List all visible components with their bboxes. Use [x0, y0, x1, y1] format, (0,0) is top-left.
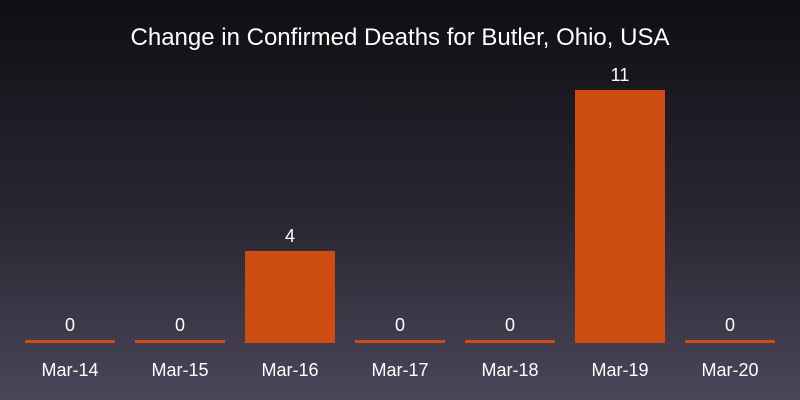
value-label-mar-15: 0: [175, 315, 185, 335]
value-label-mar-20: 0: [725, 315, 735, 335]
x-tick-label-mar-15: Mar-15: [151, 360, 208, 380]
chart-title: Change in Confirmed Deaths for Butler, O…: [131, 24, 670, 51]
bar-mar-19: [575, 90, 665, 343]
bar-mar-20: [685, 340, 775, 343]
x-tick-label-mar-19: Mar-19: [591, 360, 648, 380]
value-label-mar-14: 0: [65, 315, 75, 335]
value-label-mar-16: 4: [285, 226, 295, 246]
x-axis-tick-labels: Mar-14 Mar-15 Mar-16 Mar-17 Mar-18 Mar-19 Mar-…: [41, 360, 758, 380]
bar-mar-14: [25, 340, 115, 343]
value-label-mar-18: 0: [505, 315, 515, 335]
x-tick-label-mar-14: Mar-14: [41, 360, 98, 380]
bar-mar-15: [135, 340, 225, 343]
x-tick-label-mar-18: Mar-18: [481, 360, 538, 380]
bar-mar-17: [355, 340, 445, 343]
value-label-mar-19: 11: [611, 65, 630, 85]
value-label-mar-17: 0: [395, 315, 405, 335]
x-tick-label-mar-16: Mar-16: [261, 360, 318, 380]
bar-mar-18: [465, 340, 555, 343]
bar-mar-16: [245, 251, 335, 343]
x-tick-label-mar-17: Mar-17: [371, 360, 428, 380]
x-tick-label-mar-20: Mar-20: [701, 360, 758, 380]
value-labels-layer: 0 0 4 0 0 11 0: [65, 65, 735, 335]
bars-layer: [25, 90, 775, 343]
